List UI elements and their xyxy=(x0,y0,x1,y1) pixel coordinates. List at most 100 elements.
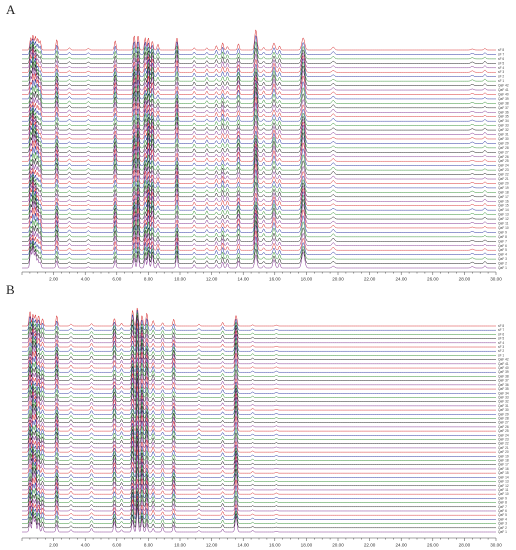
chromatogram-trace-b-24 xyxy=(22,403,496,423)
trace-label-b-34: QaF 17 xyxy=(498,463,509,467)
chromatogram-trace-b-23 xyxy=(22,397,496,419)
panel-b-x-axis: 2.00 4.00 6.00 8.00 10.00 12.00 14.00 16.00 18.0… xyxy=(21,537,502,548)
chromatogram-trace-a-10 xyxy=(22,67,496,91)
trace-label-b-27: QaF 24 xyxy=(498,433,509,437)
chromatogram-trace-a-17 xyxy=(22,101,496,122)
trace-label-b-3: sF 6 xyxy=(498,332,504,336)
chromatogram-trace-a-33 xyxy=(22,174,496,193)
trace-label-b-40: QaF 11 xyxy=(498,488,509,492)
trace-label-b-23: QaF 28 xyxy=(498,416,509,420)
trace-label-b-26: QaF 25 xyxy=(498,429,509,433)
trace-label-a-47: QaF 4 xyxy=(498,253,507,257)
chromatogram-trace-b-36 xyxy=(22,449,496,474)
trace-label-a-37: QaF 14 xyxy=(498,208,509,212)
trace-label-b-31: QaF 20 xyxy=(498,450,509,454)
trace-label-b-4: sF 5 xyxy=(498,337,504,341)
chromatogram-trace-b-16 xyxy=(22,370,496,390)
chromatogram-trace-b-46 xyxy=(22,496,496,516)
trace-label-b-16: QaF 35 xyxy=(498,387,509,391)
trace-label-b-36: QaF 15 xyxy=(498,471,509,475)
x-tick-label-a: 14.00 xyxy=(237,277,249,282)
chromatogram-trace-a-2 xyxy=(22,34,496,55)
x-tick-label-b: 28.00 xyxy=(459,543,471,548)
trace-label-b-19: QaF 32 xyxy=(498,400,509,404)
x-tick-label-a: 6.00 xyxy=(112,277,121,282)
trace-label-a-19: QaF 32 xyxy=(498,128,509,132)
chromatogram-trace-b-22 xyxy=(22,391,496,415)
trace-label-a-43: QaF 8 xyxy=(498,235,507,239)
chromatogram-trace-b-9 xyxy=(22,339,496,360)
chromatogram-trace-a-5 xyxy=(22,46,496,69)
x-tick-label-a: 18.00 xyxy=(301,277,313,282)
trace-label-a-41: QaF 10 xyxy=(498,226,509,230)
chromatogram-trace-a-41 xyxy=(22,207,496,229)
chromatogram-trace-a-49 xyxy=(22,243,496,264)
trace-label-b-39: QaF 12 xyxy=(498,484,509,488)
chromatogram-trace-b-8 xyxy=(22,334,496,356)
trace-label-b-46: QaF 5 xyxy=(498,513,507,517)
trace-label-a-1: sF 8 xyxy=(498,48,504,52)
trace-label-b-30: QaF 21 xyxy=(498,446,509,450)
x-tick-label-b: 30.00 xyxy=(490,543,502,548)
chromatogram-trace-a-4 xyxy=(22,44,496,64)
trace-label-b-28: QaF 23 xyxy=(498,438,509,442)
trace-label-a-17: QaF 34 xyxy=(498,119,509,123)
chromatogram-trace-b-35 xyxy=(22,444,496,470)
trace-label-b-6: sF 3 xyxy=(498,345,504,349)
trace-label-a-31: QaF 20 xyxy=(498,181,509,185)
chromatogram-trace-a-44 xyxy=(22,219,496,242)
chromatogram-trace-a-13 xyxy=(22,82,496,104)
chromatogram-trace-b-12 xyxy=(22,356,496,373)
trace-label-a-49: QaF 2 xyxy=(498,262,507,266)
trace-label-a-44: QaF 7 xyxy=(498,239,507,243)
trace-label-b-20: QaF 31 xyxy=(498,404,509,408)
trace-label-b-15: QaF 36 xyxy=(498,383,509,387)
x-tick-label-b: 22.00 xyxy=(364,543,376,548)
trace-label-b-44: QaF 7 xyxy=(498,505,507,509)
trace-label-a-48: QaF 3 xyxy=(498,257,507,261)
x-tick-label-b: 26.00 xyxy=(427,543,439,548)
x-tick-label-b: 20.00 xyxy=(332,543,344,548)
x-tick-label-b: 12.00 xyxy=(206,543,218,548)
trace-label-a-22: QaF 29 xyxy=(498,141,509,145)
chromatogram-trace-b-28 xyxy=(22,424,496,440)
x-tick-label-a: 28.00 xyxy=(459,277,471,282)
chromatogram-trace-a-12 xyxy=(22,79,496,100)
chromatogram-trace-a-35 xyxy=(22,179,496,202)
chromatogram-trace-b-6 xyxy=(22,323,496,348)
panel-b-letter: B xyxy=(6,282,15,297)
trace-label-b-41: QaF 10 xyxy=(498,492,509,496)
chromatogram-trace-a-6 xyxy=(22,49,496,73)
trace-label-b-48: QaF 3 xyxy=(498,522,507,526)
chromatogram-trace-a-50 xyxy=(22,245,496,269)
chromatogram-trace-b-40 xyxy=(22,471,496,491)
trace-label-a-11: QaF 40 xyxy=(498,92,509,96)
x-tick-label-b: 16.00 xyxy=(269,543,281,548)
trace-label-b-22: QaF 29 xyxy=(498,412,509,416)
x-tick-label-b: 24.00 xyxy=(395,543,407,548)
chromatogram-trace-a-3 xyxy=(22,40,496,60)
chromatogram-trace-b-34 xyxy=(22,441,496,465)
x-tick-label-a: 22.00 xyxy=(364,277,376,282)
trace-label-b-49: QaF 2 xyxy=(498,526,507,530)
chromatogram-trace-b-5 xyxy=(22,318,496,344)
trace-label-a-46: QaF 5 xyxy=(498,248,507,252)
chromatogram-trace-b-43 xyxy=(22,487,496,503)
trace-label-a-28: QaF 23 xyxy=(498,168,509,172)
x-tick-label-b: 18.00 xyxy=(301,543,313,548)
chromatogram-trace-a-30 xyxy=(22,157,496,180)
trace-label-a-13: QaF 38 xyxy=(498,101,509,105)
x-tick-label-b: 4.00 xyxy=(81,543,90,548)
panel-b-traces xyxy=(22,307,496,533)
chromatogram-trace-b-41 xyxy=(22,477,496,495)
trace-label-a-26: QaF 25 xyxy=(498,159,509,163)
chromatogram-trace-a-31 xyxy=(22,162,496,184)
trace-label-a-20: QaF 31 xyxy=(498,133,509,137)
trace-label-b-25: QaF 26 xyxy=(498,425,509,429)
chromatogram-trace-b-19 xyxy=(22,378,496,402)
trace-label-a-33: QaF 18 xyxy=(498,190,509,194)
chromatogram-trace-b-37 xyxy=(22,454,496,478)
trace-label-a-3: sF 6 xyxy=(498,57,504,61)
chromatogram-trace-b-30 xyxy=(22,431,496,449)
